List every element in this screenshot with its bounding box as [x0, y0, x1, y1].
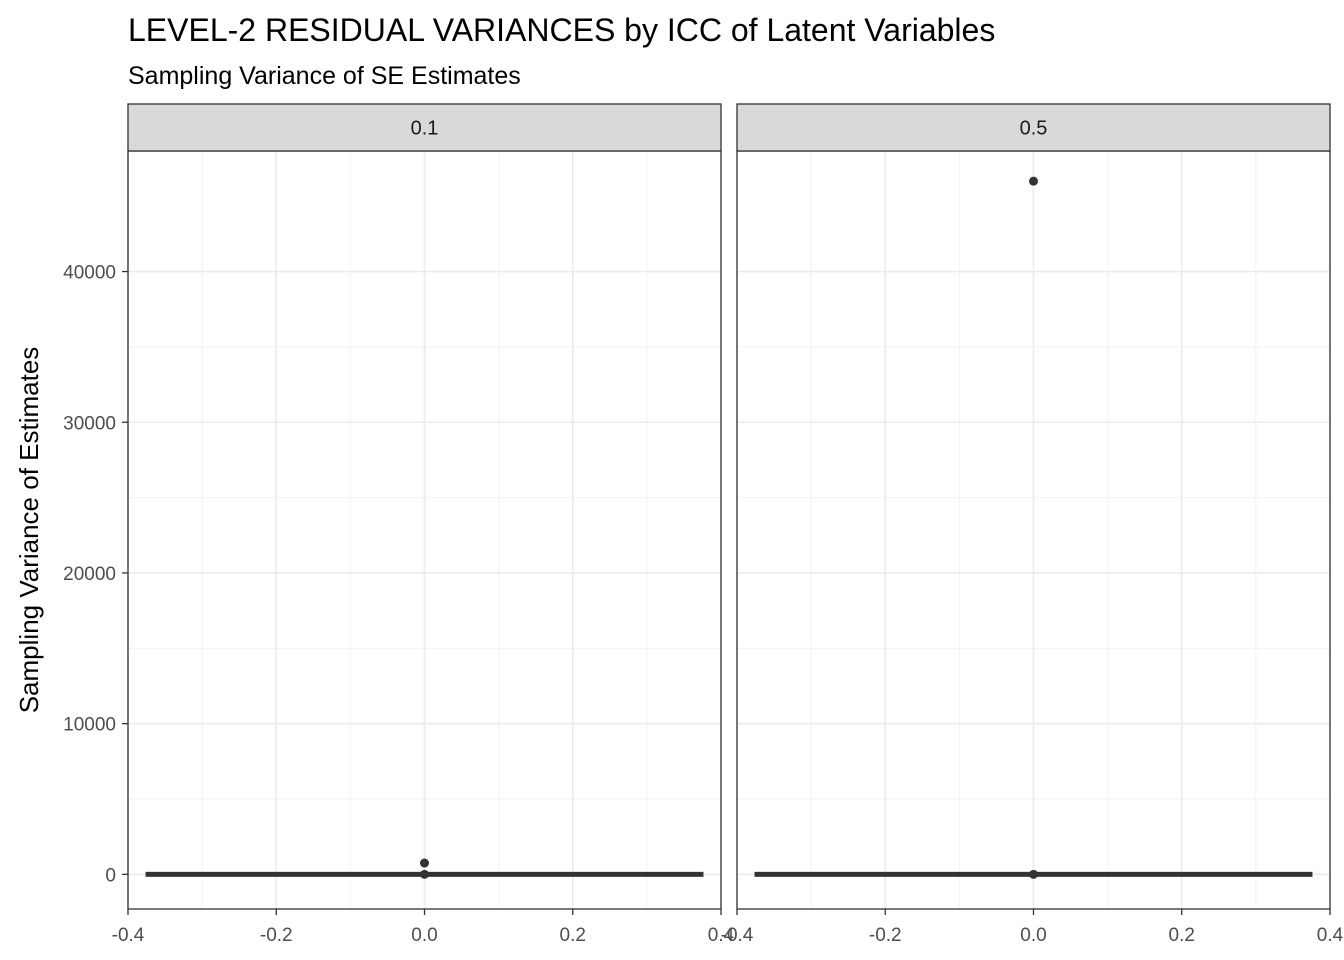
- x-tick-label: 0.2: [560, 925, 586, 946]
- chart-title: LEVEL-2 RESIDUAL VARIANCES by ICC of Lat…: [128, 12, 995, 48]
- x-tick-label: 0.0: [1020, 925, 1046, 946]
- facet-label: 0.5: [1020, 118, 1048, 140]
- x-tick-label: 0.0: [411, 925, 437, 946]
- y-tick-label: 40000: [63, 263, 116, 284]
- facet-label: 0.1: [411, 118, 439, 140]
- x-tick-label: 0.4: [708, 925, 735, 946]
- y-tick-label: 20000: [63, 564, 116, 585]
- y-tick-label: 10000: [63, 715, 116, 736]
- outlier-point: [1029, 176, 1038, 186]
- facet-strip: [127, 103, 722, 152]
- facet-panel: 0.5 -0.4 -0.2 0.0 0.2 0.4: [721, 103, 1344, 946]
- outlier-point: [1029, 869, 1038, 879]
- x-tick-label: -0.2: [869, 925, 902, 946]
- x-tick-label: 0.2: [1169, 925, 1195, 946]
- facet-strip: [736, 103, 1331, 152]
- chart-subtitle: Sampling Variance of SE Estimates: [128, 62, 521, 90]
- facet-panels: 0.1 -0.4 -0.2 0.0 0.2 0.4 0 10000 20000 30000 4000…: [63, 103, 1344, 946]
- y-tick-label: 30000: [63, 413, 116, 434]
- x-tick-label: -0.4: [721, 925, 754, 946]
- x-tick-label: -0.2: [260, 925, 293, 946]
- outlier-point: [420, 869, 429, 879]
- y-tick-label: 0: [105, 865, 116, 886]
- x-tick-label: -0.4: [112, 925, 145, 946]
- outlier-point: [420, 858, 429, 868]
- x-tick-label: 0.4: [1317, 925, 1344, 946]
- y-axis-title: Sampling Variance of Estimates: [14, 347, 44, 714]
- facet-panel: 0.1 -0.4 -0.2 0.0 0.2 0.4 0 10000 20000 30000 4000…: [63, 103, 735, 946]
